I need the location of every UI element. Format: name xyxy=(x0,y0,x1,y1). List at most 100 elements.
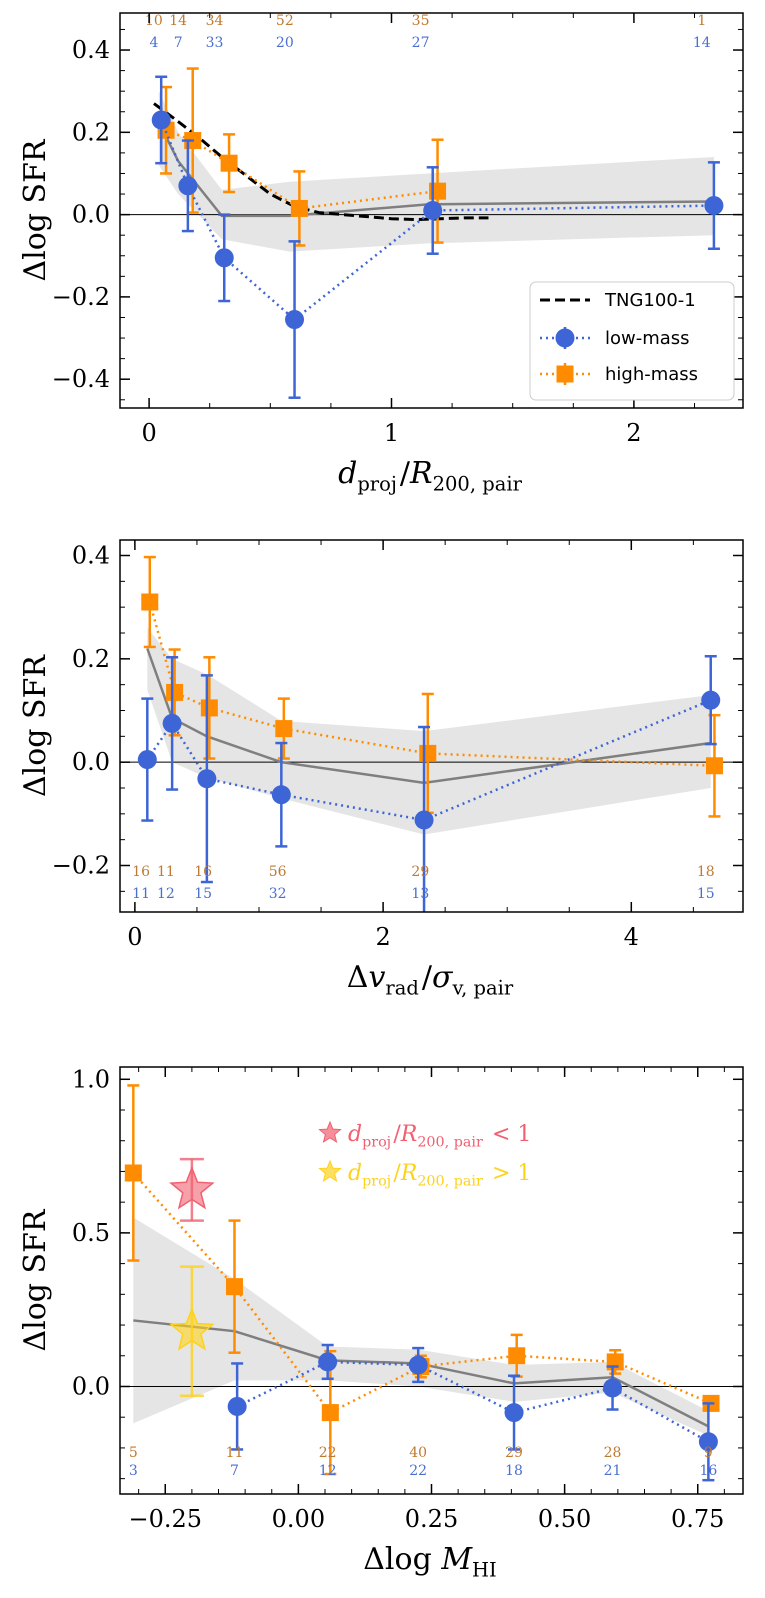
high-mass-line xyxy=(165,129,438,210)
high-mass-point xyxy=(508,1347,526,1365)
y-tick-label: 1.0 xyxy=(72,1065,110,1093)
low-mass-point xyxy=(137,750,157,770)
count-high-label: 56 xyxy=(269,864,287,880)
x-axis-label: dproj /R200, pair xyxy=(338,456,525,496)
low-mass-point xyxy=(162,713,182,733)
high-mass-line xyxy=(148,601,715,768)
x-tick-label: 2 xyxy=(626,419,641,447)
x-tick-label: 0.75 xyxy=(671,1505,724,1533)
high-mass-point xyxy=(225,1278,243,1296)
count-high-label: 52 xyxy=(276,13,294,29)
count-low-label: 33 xyxy=(206,35,224,51)
y-axis-label: Δlog SFR xyxy=(18,138,53,281)
high-mass-point xyxy=(200,699,218,717)
legend-label: dproj /R200, pair < 1 xyxy=(348,1122,531,1151)
low-mass-point xyxy=(504,1403,524,1423)
low-mass-point xyxy=(603,1378,623,1398)
low-mass-point xyxy=(285,310,305,330)
x-tick-label: 0.50 xyxy=(538,1505,591,1533)
legend-label: low-mass xyxy=(605,328,690,349)
low-mass-point xyxy=(214,248,234,268)
x-axis-label: Δlog MHI xyxy=(363,1542,500,1582)
count-high-label: 16 xyxy=(132,864,150,880)
x-tick-label: 0.00 xyxy=(272,1505,325,1533)
high-mass-point xyxy=(705,757,723,775)
low-mass-point xyxy=(704,196,724,216)
low-mass-point xyxy=(423,201,443,220)
x-tick-label: 2 xyxy=(375,923,390,951)
plot-frame xyxy=(119,12,744,409)
count-high-label: 14 xyxy=(169,13,187,29)
count-high-label: 34 xyxy=(206,13,224,29)
count-low-label: 15 xyxy=(697,886,715,902)
low-mass-line xyxy=(236,1360,710,1443)
count-high-label: 11 xyxy=(157,864,175,880)
legend-high-swatch-marker xyxy=(556,365,574,383)
count-high-label: 9 xyxy=(704,1445,713,1461)
count-low-label: 32 xyxy=(269,886,287,902)
count-low-label: 12 xyxy=(157,886,175,902)
total-line xyxy=(146,648,711,785)
y-tick-label: 0.5 xyxy=(72,1219,110,1247)
high-mass-point xyxy=(220,154,238,172)
y-tick-label: 0.0 xyxy=(72,201,110,229)
count-low-label: 3 xyxy=(129,1463,138,1479)
low-mass-point xyxy=(227,1396,247,1416)
count-high-label: 16 xyxy=(194,864,212,880)
count-high-label: 10 xyxy=(145,13,163,29)
count-low-label: 7 xyxy=(230,1463,239,1479)
low-mass-point xyxy=(178,176,198,196)
count-low-label: 20 xyxy=(276,35,294,51)
legend-star-swatch xyxy=(318,1120,342,1143)
panel-bottom: 5 11 22 40 29 28 9 3 7 12 22 18 21 16 −0.25 0.00 0.25 0.5… xyxy=(18,1065,744,1582)
y-tick-label: 0.2 xyxy=(72,118,110,146)
legend-box xyxy=(529,281,735,401)
x-tick-label: 4 xyxy=(624,923,639,951)
y-tick-label: −0.2 xyxy=(52,283,110,311)
count-high-label: 22 xyxy=(319,1445,337,1461)
high-mass-point xyxy=(124,1164,142,1182)
low-mass-point xyxy=(271,785,291,805)
low-mass-line xyxy=(160,119,714,322)
x-tick-label: 0.25 xyxy=(405,1505,458,1533)
legend-low-swatch-marker xyxy=(555,328,575,348)
high-mass-point xyxy=(419,744,437,762)
x-tick-label: 0 xyxy=(127,923,142,951)
y-tick-label: −0.4 xyxy=(52,365,110,393)
low-mass-point xyxy=(414,810,434,830)
legend-label: high-mass xyxy=(605,364,698,385)
x-tick-label: 1 xyxy=(384,419,399,447)
count-high-label: 11 xyxy=(226,1445,244,1461)
count-low-label: 16 xyxy=(699,1463,717,1479)
count-high-label: 40 xyxy=(409,1445,427,1461)
plot-frame xyxy=(119,539,744,913)
scatter-band xyxy=(133,1217,709,1436)
y-tick-label: 0.4 xyxy=(72,36,110,64)
high-mass-point xyxy=(166,683,184,701)
count-low-label: 11 xyxy=(132,886,150,902)
tng-line xyxy=(153,102,489,222)
high-mass-point xyxy=(290,199,308,217)
count-high-label: 1 xyxy=(697,13,706,29)
x-tick-label: 0 xyxy=(141,419,156,447)
count-high-label: 35 xyxy=(412,13,430,29)
low-mass-point xyxy=(318,1352,338,1372)
star-point xyxy=(169,1307,215,1351)
y-axis-label: Δlog SFR xyxy=(18,654,53,797)
legend: TNG100-1 low-mass high-mass xyxy=(529,281,735,401)
high-mass-point xyxy=(141,593,159,611)
high-mass-point xyxy=(606,1353,624,1371)
count-low-label: 4 xyxy=(149,35,158,51)
count-low-label: 14 xyxy=(693,35,711,51)
low-mass-point xyxy=(701,690,721,710)
legend-label: dproj /R200, pair > 1 xyxy=(348,1161,531,1190)
y-axis-label: Δlog SFR xyxy=(18,1208,53,1351)
count-high-label: 29 xyxy=(505,1445,523,1461)
high-mass-point xyxy=(321,1404,339,1422)
y-tick-label: 0.4 xyxy=(72,542,110,570)
count-low-label: 18 xyxy=(505,1463,523,1479)
count-low-label: 12 xyxy=(319,1463,337,1479)
count-low-label: 15 xyxy=(194,886,212,902)
x-axis-label: Δvrad /σv, pair xyxy=(347,960,516,1000)
